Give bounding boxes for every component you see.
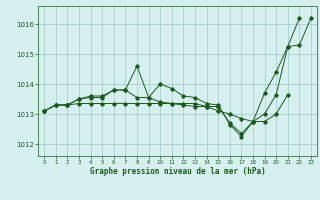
- X-axis label: Graphe pression niveau de la mer (hPa): Graphe pression niveau de la mer (hPa): [90, 167, 266, 176]
